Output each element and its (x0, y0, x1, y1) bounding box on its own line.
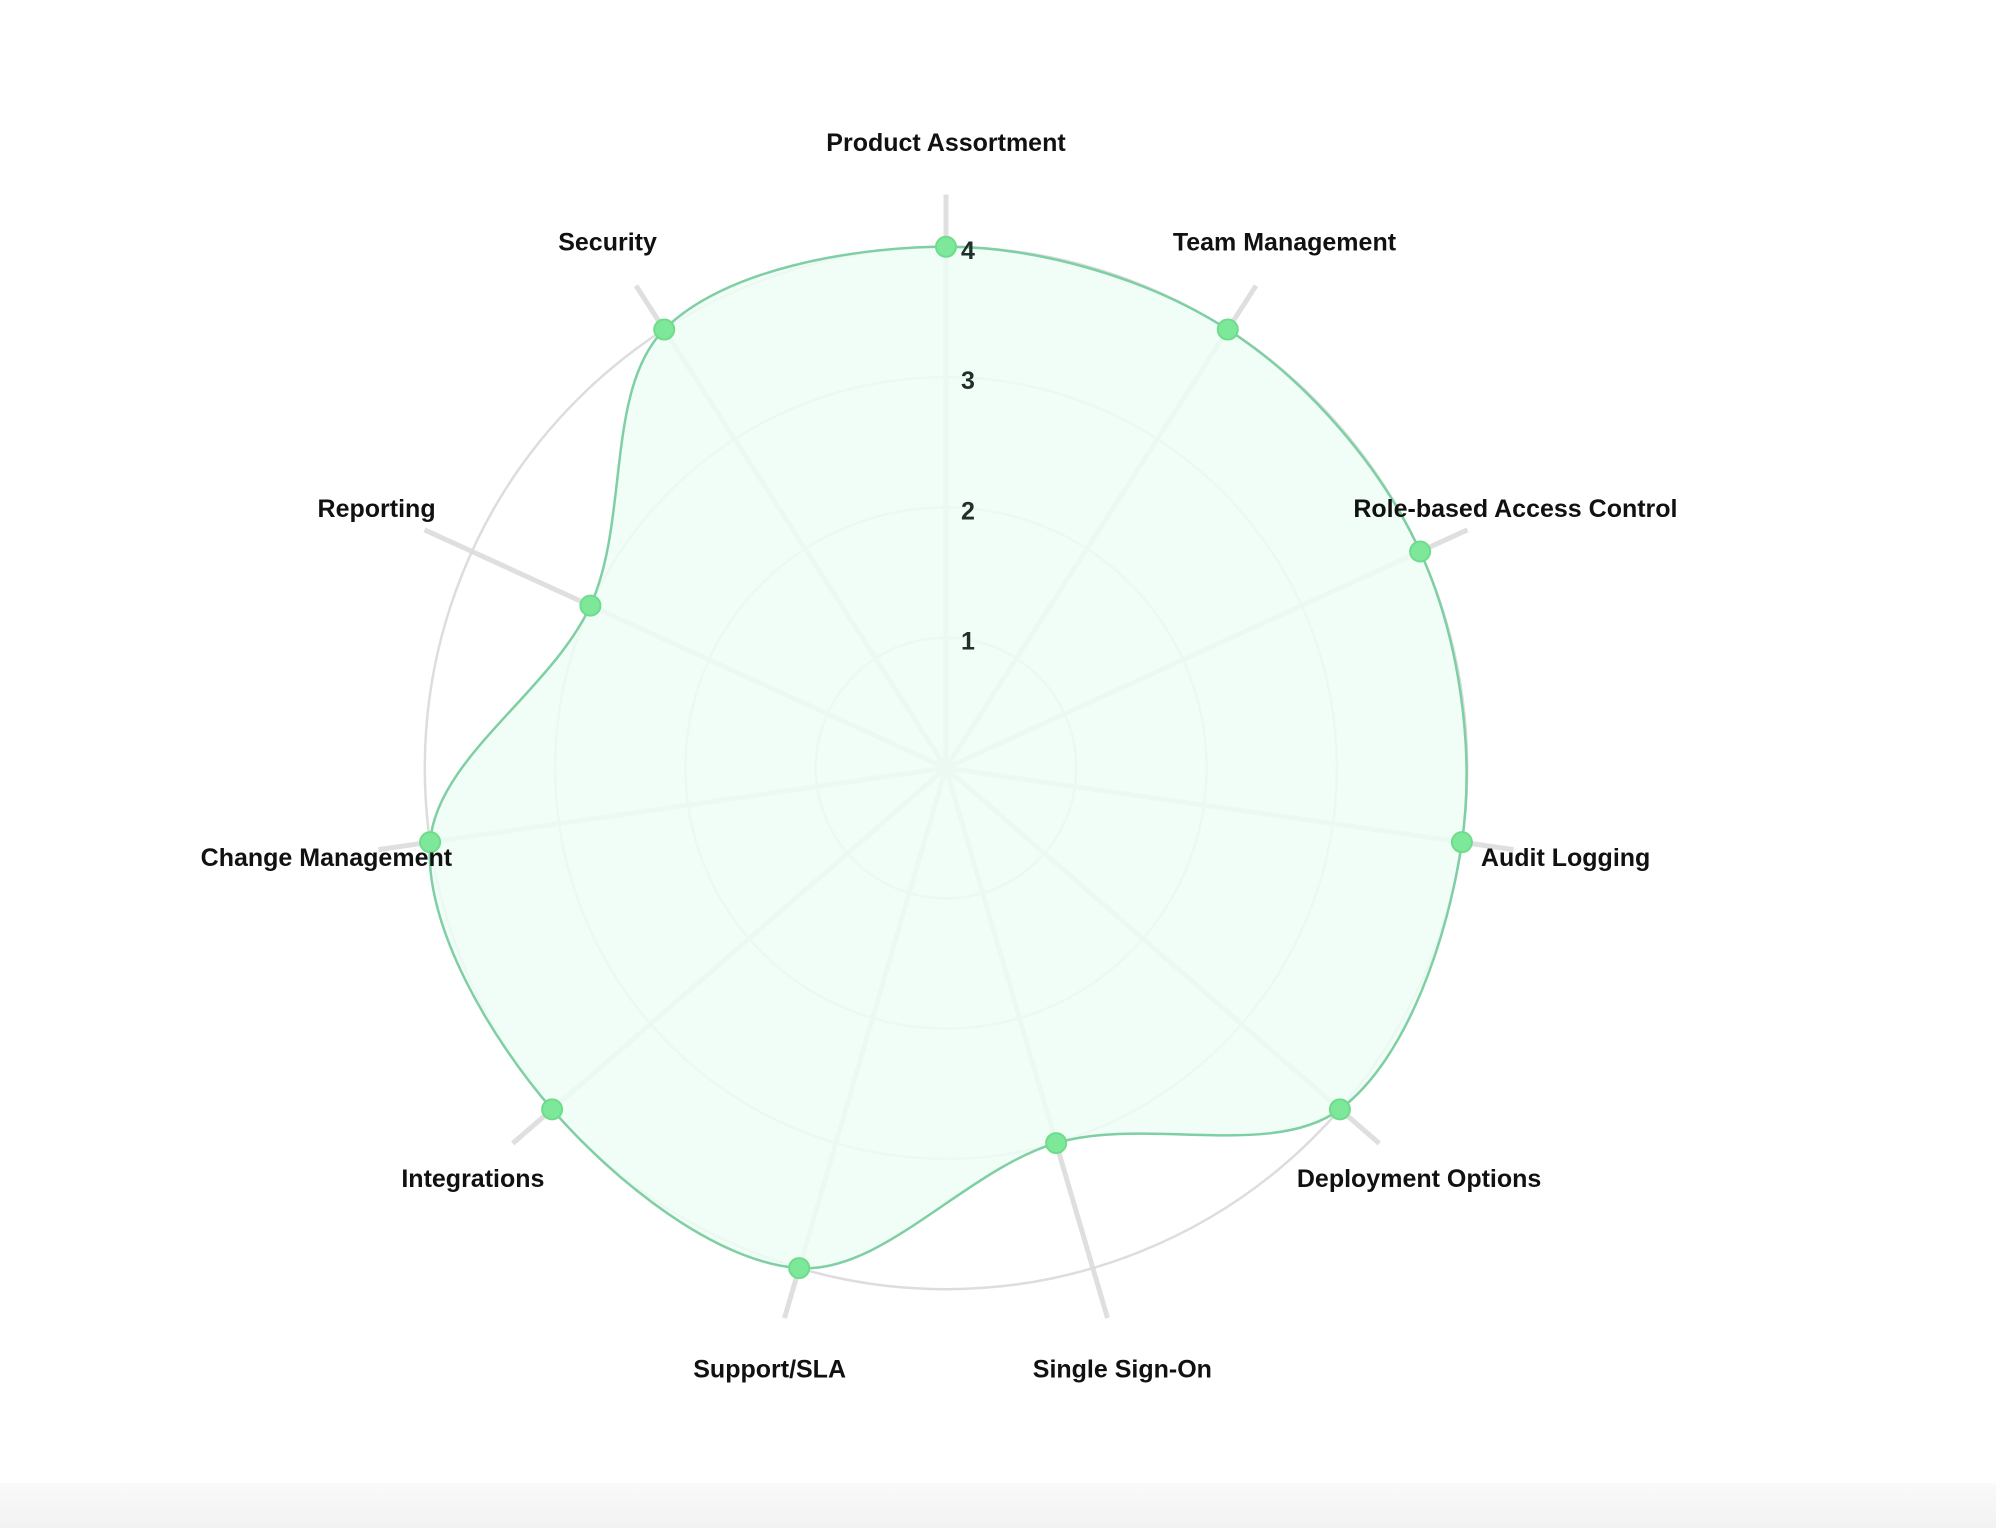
data-point (541, 1098, 564, 1121)
category-label: Team Management (1173, 228, 1397, 256)
category-label: Single Sign-On (1033, 1356, 1212, 1384)
series-line (428, 245, 1468, 1270)
radial-ticks: 1 2 3 4 (961, 237, 975, 656)
series-area (429, 246, 1467, 1269)
category-labels: Product Assortment Team Management Role-ba… (201, 129, 1678, 1384)
category-label: Product Assortment (826, 129, 1066, 157)
data-point (653, 318, 676, 341)
data-point (935, 235, 957, 258)
radial-tick-label: 4 (961, 237, 975, 265)
radial-tick-label: 3 (961, 367, 975, 395)
category-label: Audit Logging (1481, 844, 1650, 872)
category-label: Role-based Access Control (1353, 495, 1677, 523)
data-point (419, 831, 442, 854)
data-point (579, 594, 602, 617)
data-point (1409, 540, 1432, 563)
category-label: Deployment Options (1297, 1165, 1541, 1193)
data-point (1216, 318, 1239, 341)
data-point (1045, 1132, 1068, 1155)
data-point (788, 1257, 811, 1280)
bottom-strip (0, 1483, 1996, 1528)
category-label: Change Management (201, 844, 453, 872)
series (419, 235, 1473, 1280)
radial-tick-label: 1 (961, 628, 975, 656)
data-point (1450, 831, 1473, 854)
category-label: Integrations (401, 1165, 544, 1193)
radial-tick-label: 2 (961, 497, 975, 525)
category-label: Support/SLA (693, 1356, 846, 1384)
data-point (1328, 1098, 1351, 1121)
category-label: Reporting (318, 495, 436, 523)
category-label: Security (558, 228, 657, 256)
